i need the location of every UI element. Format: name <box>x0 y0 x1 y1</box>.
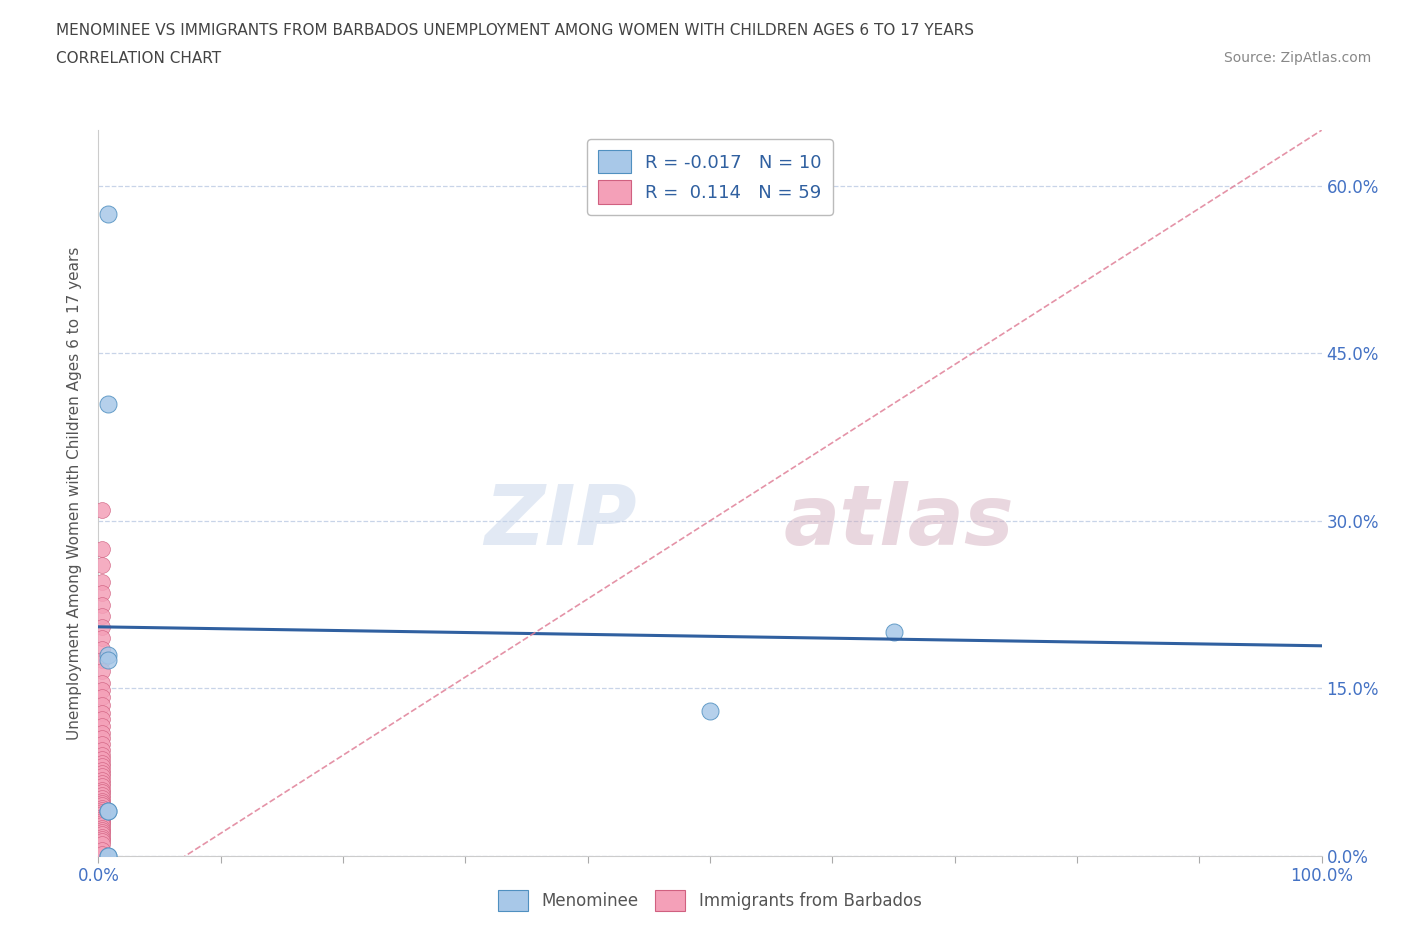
Point <box>91 502 114 517</box>
Point <box>91 811 114 826</box>
Point <box>97 653 120 668</box>
Point <box>91 751 114 766</box>
Point <box>91 830 114 844</box>
Point <box>91 765 114 780</box>
Point <box>91 793 114 808</box>
Text: Source: ZipAtlas.com: Source: ZipAtlas.com <box>1223 51 1371 65</box>
Point <box>91 608 114 623</box>
Point <box>91 759 114 774</box>
Point <box>91 742 114 757</box>
Point <box>91 833 114 848</box>
Point <box>97 396 120 411</box>
Point <box>91 541 114 556</box>
Point <box>91 814 114 829</box>
Legend: Menominee, Immigrants from Barbados: Menominee, Immigrants from Barbados <box>491 882 929 920</box>
Point <box>91 818 114 833</box>
Point <box>699 703 721 718</box>
Point <box>97 804 120 818</box>
Point <box>91 825 114 840</box>
Point <box>91 705 114 720</box>
Point <box>91 597 114 612</box>
Text: ZIP: ZIP <box>484 482 637 563</box>
Point <box>91 800 114 815</box>
Point <box>97 804 120 818</box>
Point <box>91 653 114 668</box>
Point <box>91 803 114 817</box>
Point <box>91 586 114 601</box>
Point <box>91 664 114 679</box>
Point <box>91 847 114 862</box>
Point <box>91 712 114 727</box>
Point <box>97 647 120 662</box>
Point <box>91 831 114 846</box>
Point <box>91 772 114 787</box>
Point <box>883 625 905 640</box>
Point <box>91 731 114 746</box>
Point <box>91 790 114 805</box>
Point <box>91 769 114 784</box>
Point <box>91 675 114 690</box>
Point <box>97 848 120 863</box>
Point <box>91 698 114 712</box>
Point <box>91 631 114 645</box>
Point <box>91 737 114 751</box>
Point <box>91 690 114 705</box>
Point <box>91 820 114 835</box>
Point <box>91 642 114 657</box>
Point <box>91 798 114 813</box>
Point <box>91 779 114 794</box>
Text: MENOMINEE VS IMMIGRANTS FROM BARBADOS UNEMPLOYMENT AMONG WOMEN WITH CHILDREN AGE: MENOMINEE VS IMMIGRANTS FROM BARBADOS UN… <box>56 23 974 38</box>
Point <box>91 683 114 698</box>
Point <box>91 748 114 763</box>
Text: CORRELATION CHART: CORRELATION CHART <box>56 51 221 66</box>
Point <box>91 788 114 803</box>
Point <box>91 782 114 797</box>
Point <box>91 776 114 790</box>
Point <box>91 816 114 830</box>
Point <box>91 558 114 573</box>
Y-axis label: Unemployment Among Women with Children Ages 6 to 17 years: Unemployment Among Women with Children A… <box>67 246 83 739</box>
Point <box>91 785 114 800</box>
Point <box>91 719 114 734</box>
Point <box>91 755 114 770</box>
Point <box>97 848 120 863</box>
Point <box>91 807 114 822</box>
Point <box>91 804 114 819</box>
Text: atlas: atlas <box>783 482 1014 563</box>
Point <box>91 619 114 634</box>
Point <box>91 827 114 842</box>
Point <box>91 725 114 740</box>
Point <box>91 796 114 811</box>
Point <box>97 206 120 221</box>
Point <box>91 809 114 824</box>
Point <box>91 822 114 837</box>
Point <box>91 763 114 777</box>
Point <box>91 837 114 852</box>
Point <box>91 575 114 590</box>
Point <box>91 843 114 857</box>
